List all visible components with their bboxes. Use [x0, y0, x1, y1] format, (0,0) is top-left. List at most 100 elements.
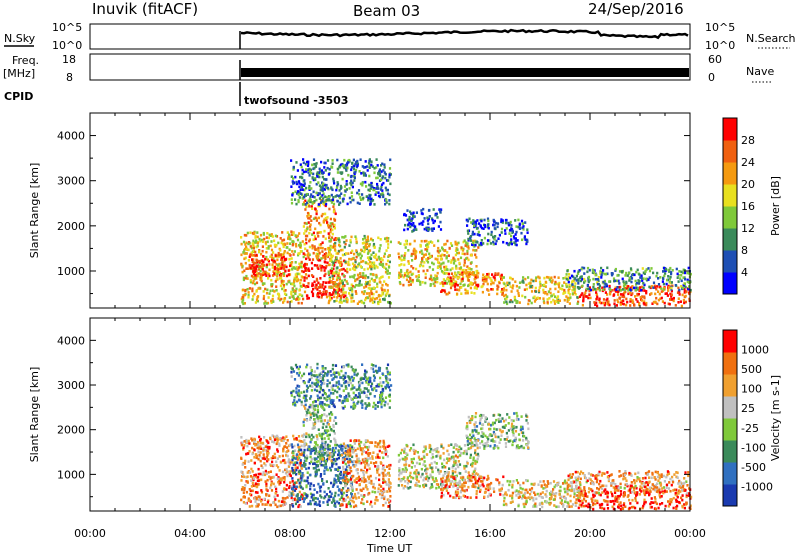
velocity-cell — [367, 463, 370, 467]
power-cell — [427, 229, 430, 232]
power-cell — [456, 288, 459, 292]
power-cell — [362, 259, 365, 263]
power-cell — [598, 297, 601, 301]
power-cell — [276, 258, 279, 262]
power-cell — [597, 275, 600, 279]
velocity-cell — [246, 481, 249, 484]
velocity-cell — [362, 450, 365, 453]
power-cell — [483, 280, 486, 283]
velocity-cell — [340, 488, 343, 492]
power-cell — [290, 201, 294, 205]
power-cell — [371, 165, 374, 168]
power-cell — [332, 282, 335, 286]
velocity-cell — [253, 484, 256, 488]
power-cell — [308, 258, 311, 261]
power-cell — [642, 282, 645, 285]
power-cell — [354, 259, 357, 262]
velocity-cell — [403, 450, 406, 453]
velocity-cell — [466, 462, 469, 465]
power-cell — [367, 258, 371, 262]
power-cell — [290, 263, 293, 266]
velocity-cell — [274, 492, 277, 495]
power-cell — [317, 291, 320, 295]
velocity-cell — [278, 483, 281, 486]
power-cell — [568, 273, 571, 276]
power-cell — [288, 257, 291, 261]
power-cell — [299, 241, 302, 245]
power-cell — [316, 253, 320, 256]
power-cell — [474, 243, 477, 247]
power-cell — [245, 247, 248, 251]
power-cell — [616, 290, 619, 294]
velocity-cell — [290, 492, 293, 495]
power-cell — [378, 277, 381, 280]
velocity-cell — [286, 496, 289, 499]
power-cell — [316, 288, 319, 291]
power-cell — [490, 230, 493, 234]
power-cell — [341, 177, 344, 181]
power-cell — [338, 189, 341, 192]
velocity-cell — [272, 464, 275, 467]
power-cell — [303, 179, 306, 182]
power-cell — [348, 158, 351, 162]
power-cell — [357, 276, 360, 279]
power-cell — [249, 278, 252, 282]
velocity-cell — [287, 470, 290, 474]
power-cell — [514, 240, 517, 243]
power-cell — [328, 207, 331, 211]
velocity-cell — [345, 494, 348, 497]
power-cell — [652, 300, 655, 304]
velocity-cell — [316, 464, 319, 467]
velocity-cell — [271, 476, 274, 479]
power-cell — [303, 264, 306, 267]
power-cell — [329, 269, 332, 272]
freq-label: Freq. — [12, 54, 39, 67]
power-cell — [267, 272, 270, 276]
power-cell — [432, 262, 435, 266]
power-cell — [359, 198, 363, 201]
velocity-cell — [265, 484, 268, 488]
power-cell — [350, 166, 353, 169]
power-cell — [587, 280, 590, 284]
power-cell — [603, 272, 606, 276]
velocity-cell — [309, 455, 312, 459]
velocity-cell — [328, 455, 331, 459]
power-cell — [622, 302, 625, 306]
velocity-cell — [336, 500, 339, 504]
power-cell — [379, 238, 382, 241]
power-cell — [304, 269, 307, 272]
velocity-cell — [310, 457, 313, 461]
power-cell — [446, 292, 449, 296]
power-cell — [448, 247, 451, 250]
velocity-cell — [455, 444, 459, 447]
power-cell — [587, 275, 591, 279]
power-cell — [302, 201, 306, 204]
power-cell — [493, 224, 496, 227]
power-cell — [356, 302, 359, 305]
power-cell — [683, 301, 686, 305]
power-cell — [414, 251, 417, 254]
power-cell — [449, 242, 453, 245]
power-cell — [566, 269, 569, 273]
power-cell — [494, 235, 497, 238]
velocity-cell — [297, 454, 300, 457]
velocity-cell — [312, 414, 315, 417]
power-cell — [413, 252, 416, 256]
power-cell — [626, 286, 629, 290]
power-cell — [649, 293, 652, 296]
power-cell — [307, 296, 310, 300]
velocity-cell — [307, 482, 310, 485]
power-cell — [602, 288, 605, 291]
velocity-cell — [259, 472, 262, 476]
power-cell — [418, 222, 421, 226]
power-cell — [586, 270, 589, 274]
velocity-cell — [426, 475, 429, 478]
power-cell — [311, 246, 314, 250]
power-cell — [250, 246, 253, 250]
power-cell — [594, 303, 597, 306]
power-cell — [563, 281, 566, 284]
velocity-cell — [300, 448, 303, 452]
power-cell — [479, 241, 482, 245]
velocity-cell — [309, 473, 312, 477]
power-cell — [367, 239, 370, 243]
